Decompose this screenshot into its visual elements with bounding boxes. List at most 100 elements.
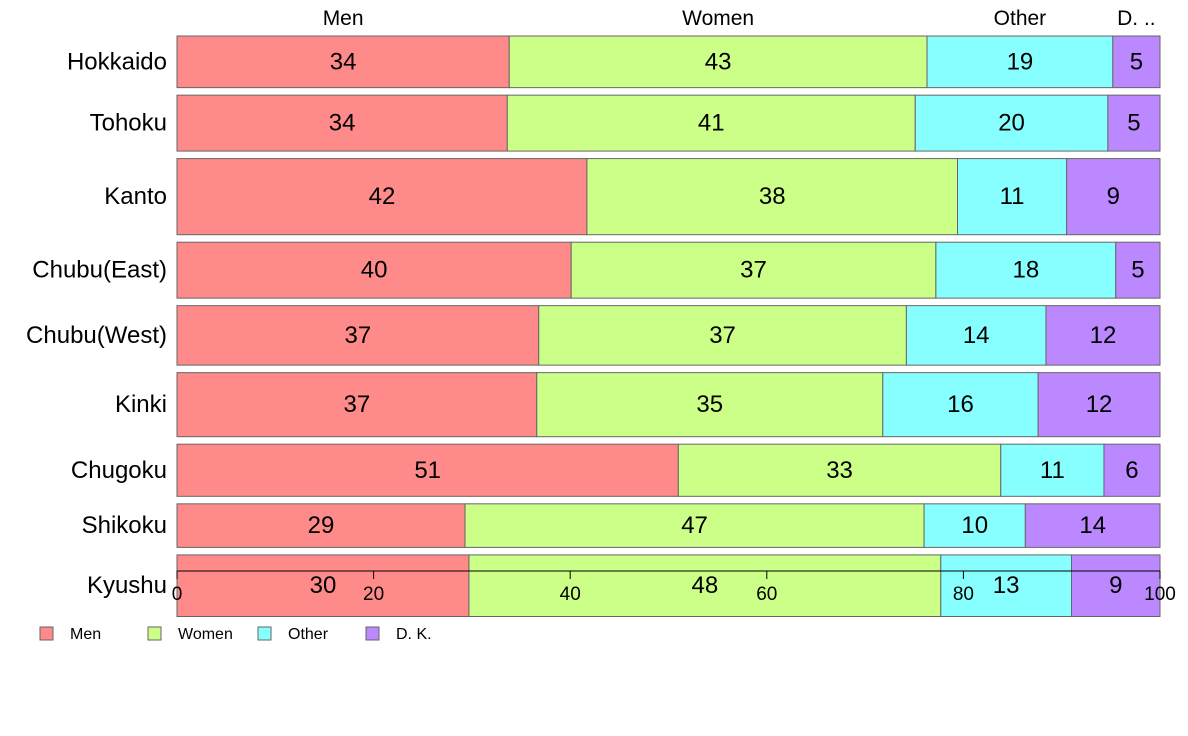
legend-swatch-d-k <box>365 626 380 641</box>
legend-item-men: Men <box>39 626 101 643</box>
category-label-chubu-west: Chubu(West) <box>26 322 167 349</box>
x-tick-label-60: 60 <box>756 584 777 605</box>
bar-segment-kanto-women <box>586 158 959 236</box>
category-labels: Hokkaido Tohoku Kanto Chubu(East) Chubu(West… <box>26 48 167 599</box>
bar-segment-shikoku-other <box>923 503 1026 548</box>
bar-segment-shikoku-d-k <box>1024 503 1161 548</box>
bar-segment-tohoku-d-k <box>1107 94 1161 152</box>
bar-segment-kyushu-women <box>468 554 942 617</box>
data-label-chubu-east-men: 40 <box>361 257 388 284</box>
bar-row-chubu-east: 40 37 18 5 <box>176 241 1161 299</box>
bar-segment-hokkaido-other <box>926 35 1114 89</box>
data-label-chugoku-other: 11 <box>1040 457 1065 484</box>
top-label-other: Other <box>994 7 1047 30</box>
legend-swatch-women <box>147 626 162 641</box>
legend-item-women: Women <box>147 626 233 643</box>
data-label-kinki-other: 16 <box>947 391 974 418</box>
x-tick-label-100: 100 <box>1144 584 1176 605</box>
data-label-tohoku-other: 20 <box>998 110 1025 137</box>
category-label-chubu-east: Chubu(East) <box>32 257 167 284</box>
x-tick-label-0: 0 <box>172 584 183 605</box>
data-label-chubu-west-d-k: 12 <box>1090 322 1117 349</box>
bar-segment-hokkaido-d-k <box>1112 35 1161 89</box>
bar-row-kyushu: 30 48 13 9 <box>176 554 1161 617</box>
top-labels: Men Women Other D. .. <box>323 7 1156 30</box>
bar-segment-hokkaido-men <box>176 35 510 89</box>
bar-segment-kinki-d-k <box>1037 372 1161 438</box>
bar-segment-tohoku-men <box>176 94 508 152</box>
data-label-kyushu-women: 48 <box>692 572 719 599</box>
legend-label-d-k: D. K. <box>396 626 432 643</box>
bar-segment-chubu-west-d-k <box>1045 305 1161 366</box>
data-label-kinki-women: 35 <box>696 391 723 418</box>
data-label-tohoku-women: 41 <box>698 110 725 137</box>
bar-segment-kyushu-d-k <box>1071 554 1161 617</box>
data-label-hokkaido-d-k: 5 <box>1130 48 1143 75</box>
data-label-kanto-women: 38 <box>759 183 786 210</box>
bar-segment-chubu-west-other <box>905 305 1047 366</box>
data-label-shikoku-d-k: 14 <box>1079 512 1106 539</box>
data-label-kinki-d-k: 12 <box>1086 391 1113 418</box>
data-label-kanto-men: 42 <box>369 183 396 210</box>
data-label-hokkaido-men: 34 <box>330 48 357 75</box>
data-label-kyushu-d-k: 9 <box>1109 572 1122 599</box>
bar-row-kanto: 42 38 11 9 <box>176 158 1161 236</box>
data-label-shikoku-women: 47 <box>681 512 708 539</box>
data-label-tohoku-men: 34 <box>329 110 356 137</box>
bar-segment-kinki-men <box>176 372 538 438</box>
legend-swatch-men <box>39 626 54 641</box>
legend-label-women: Women <box>178 626 233 643</box>
bar-segment-kinki-women <box>536 372 884 438</box>
bar-segment-kyushu-other <box>940 554 1073 617</box>
data-label-chubu-west-other: 14 <box>963 322 990 349</box>
data-label-chugoku-d-k: 6 <box>1125 457 1138 484</box>
data-label-chubu-east-women: 37 <box>740 257 767 284</box>
x-tick-label-20: 20 <box>363 584 384 605</box>
legend-label-other: Other <box>288 626 329 643</box>
category-label-kinki: Kinki <box>115 391 167 418</box>
data-label-chubu-west-women: 37 <box>709 322 736 349</box>
data-label-hokkaido-other: 19 <box>1007 48 1034 75</box>
bar-segment-kanto-men <box>176 158 588 236</box>
legend-swatch-other <box>257 626 272 641</box>
bar-segment-chugoku-d-k <box>1103 443 1161 497</box>
data-label-kyushu-men: 30 <box>310 572 337 599</box>
data-label-shikoku-other: 10 <box>961 512 988 539</box>
bar-segment-hokkaido-women <box>508 35 928 89</box>
x-tick-label-80: 80 <box>953 584 974 605</box>
top-label-men: Men <box>323 7 364 30</box>
x-tick-label-40: 40 <box>560 584 581 605</box>
data-label-chugoku-men: 51 <box>414 457 441 484</box>
bar-segment-kinki-other <box>882 372 1039 438</box>
category-label-hokkaido: Hokkaido <box>67 48 167 75</box>
top-label-women: Women <box>682 7 754 30</box>
bar-row-chugoku: 51 33 11 6 <box>176 443 1161 497</box>
bar-row-shikoku: 29 47 10 14 <box>176 503 1161 548</box>
bar-segment-kanto-d-k <box>1066 158 1161 236</box>
category-label-kyushu: Kyushu <box>87 572 167 599</box>
bar-segment-chubu-west-women <box>538 305 907 366</box>
data-label-chubu-east-other: 18 <box>1012 257 1039 284</box>
bar-segment-tohoku-women <box>506 94 916 152</box>
legend: Men Women Other D. K. <box>39 626 432 643</box>
data-label-tohoku-d-k: 5 <box>1127 110 1140 137</box>
data-label-kinki-men: 37 <box>344 391 371 418</box>
data-label-shikoku-men: 29 <box>308 512 335 539</box>
bar-segment-chubu-west-men <box>176 305 540 366</box>
data-label-chugoku-women: 33 <box>826 457 853 484</box>
category-label-chugoku: Chugoku <box>71 457 167 484</box>
bar-row-hokkaido: 34 43 19 5 <box>176 35 1161 89</box>
bar-segment-chubu-east-d-k <box>1115 241 1161 299</box>
data-label-hokkaido-women: 43 <box>705 48 732 75</box>
bar-row-kinki: 37 35 16 12 <box>176 372 1161 438</box>
data-label-kyushu-other: 13 <box>993 572 1020 599</box>
bar-segment-chugoku-men <box>176 443 679 497</box>
x-axis: 0 20 40 60 80 100 <box>172 570 1176 605</box>
bar-segment-chubu-east-men <box>176 241 572 299</box>
data-label-kanto-d-k: 9 <box>1107 183 1120 210</box>
data-label-chubu-east-d-k: 5 <box>1131 257 1144 284</box>
category-label-shikoku: Shikoku <box>82 512 167 539</box>
category-label-kanto: Kanto <box>104 183 167 210</box>
legend-label-men: Men <box>70 626 101 643</box>
bar-segment-shikoku-men <box>176 503 466 548</box>
